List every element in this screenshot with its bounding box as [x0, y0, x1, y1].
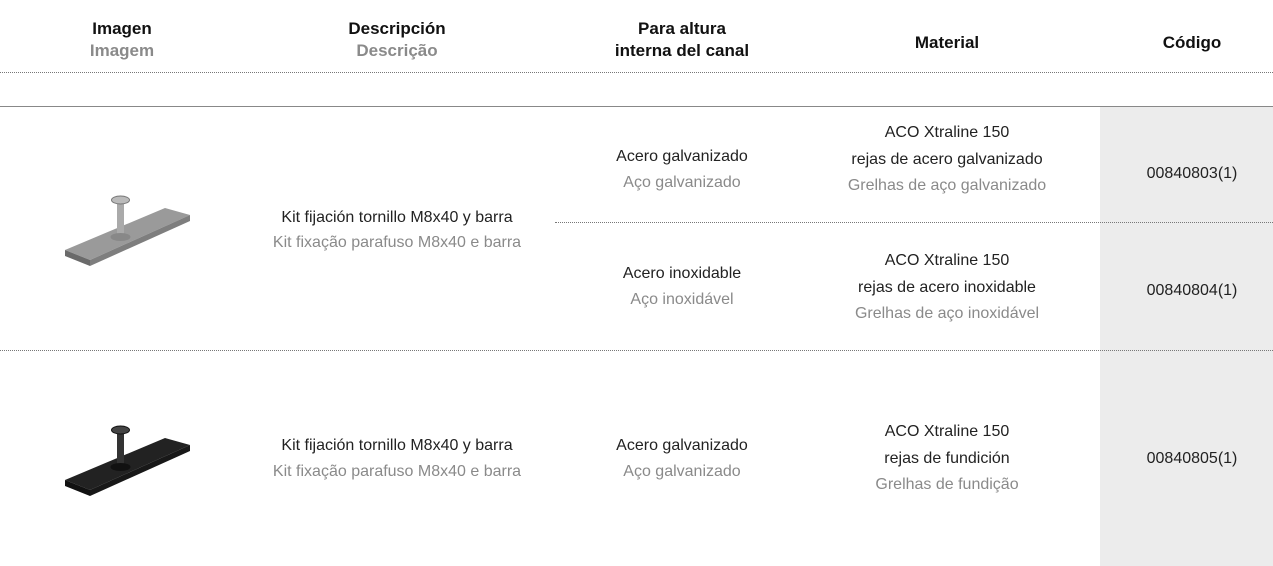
variant-divider	[555, 222, 1273, 223]
material: ACO Xtraline 150	[884, 423, 1010, 440]
material: Grelhas de fundição	[875, 476, 1019, 493]
material: rejas de fundición	[884, 450, 1010, 467]
header: Para altura	[638, 19, 726, 38]
product-image	[65, 425, 190, 496]
header: Material	[914, 33, 980, 52]
finish: Aço galvanizado	[623, 463, 741, 480]
finish: Acero galvanizado	[616, 437, 748, 454]
code: 00840805(1)	[1146, 450, 1238, 467]
material: Grelhas de aço inoxidável	[854, 305, 1040, 322]
header: Descripción	[348, 19, 446, 38]
material: ACO Xtraline 150	[884, 252, 1010, 269]
row-divider	[0, 350, 1273, 351]
header: Imagem	[89, 41, 155, 60]
material: rejas de acero inoxidable	[858, 279, 1036, 296]
header: interna del canal	[614, 41, 750, 60]
code-column-bg	[1100, 106, 1273, 566]
material: Grelhas de aço galvanizado	[847, 177, 1047, 194]
product-image	[65, 195, 190, 266]
header: Descrição	[356, 41, 438, 60]
description: Kit fijación tornillo M8x40 y barra	[281, 437, 513, 454]
finish: Aço inoxidável	[630, 291, 734, 308]
header: Código	[1162, 33, 1222, 52]
description: Kit fixação parafuso M8x40 e barra	[272, 234, 522, 251]
finish: Acero galvanizado	[616, 148, 748, 165]
material: ACO Xtraline 150	[884, 124, 1010, 141]
description: Kit fijación tornillo M8x40 y barra	[281, 209, 513, 226]
header: Imagen	[92, 19, 152, 38]
header-divider	[0, 72, 1273, 73]
description: Kit fixação parafuso M8x40 e barra	[272, 463, 522, 480]
finish: Aço galvanizado	[623, 174, 741, 191]
code: 00840804(1)	[1146, 282, 1238, 299]
finish: Acero inoxidable	[622, 265, 742, 282]
code: 00840803(1)	[1146, 165, 1238, 182]
material: rejas de acero galvanizado	[851, 151, 1043, 168]
table-top-rule	[0, 106, 1273, 107]
